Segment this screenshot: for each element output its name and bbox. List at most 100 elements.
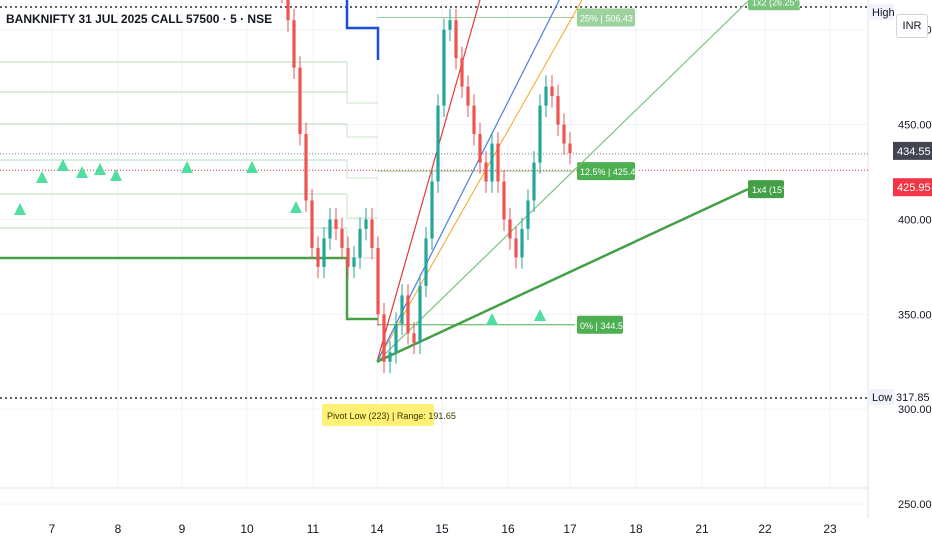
candle-body — [316, 247, 320, 267]
candle-body — [340, 228, 344, 248]
fan-label-box — [748, 180, 784, 199]
fan-line — [376, 0, 749, 363]
candle-body — [532, 162, 536, 201]
level-label-box — [577, 162, 635, 181]
candle-body — [484, 162, 488, 182]
level-label-box — [577, 315, 623, 334]
candle-body — [358, 228, 362, 258]
signal-triangle — [57, 159, 69, 171]
candle-body — [538, 105, 542, 163]
x-tick-label: 18 — [629, 522, 643, 536]
currency-button[interactable]: INR — [896, 14, 928, 38]
high-tag: High — [872, 7, 895, 19]
x-tick-label: 23 — [823, 522, 837, 536]
candle-body — [424, 238, 428, 286]
x-tick-label: 15 — [435, 522, 449, 536]
candle-body — [400, 295, 404, 324]
signal-triangle — [14, 203, 26, 215]
historic-level-step — [346, 62, 378, 104]
candle-body — [310, 200, 314, 248]
low-tag: Low — [872, 392, 892, 404]
x-tick-label: 16 — [501, 522, 515, 536]
candle-body — [334, 219, 338, 229]
candle-body — [460, 58, 464, 87]
ray-steep-red — [376, 0, 481, 362]
candle-body — [328, 219, 332, 239]
y-tick-label: 400.00 — [898, 214, 932, 226]
candle-body — [514, 238, 518, 258]
main-support-level — [0, 256, 378, 321]
x-tick-label: 10 — [240, 522, 254, 536]
candle-body — [322, 238, 326, 267]
x-tick-label: 11 — [307, 522, 320, 536]
y-tick-label: 250.00 — [898, 499, 932, 511]
x-tick-label: 17 — [563, 522, 577, 536]
x-tick-label: 7 — [49, 522, 56, 536]
candle-body — [394, 323, 398, 353]
chart-title: BANKNIFTY 31 JUL 2025 CALL 57500 · 5 · N… — [6, 12, 273, 26]
high-tag-box — [868, 4, 894, 20]
candle-body — [550, 86, 554, 97]
x-tick-label: 22 — [758, 522, 772, 536]
critical-level-step — [345, 0, 380, 60]
candle-body — [418, 285, 422, 343]
candle-body — [430, 181, 434, 239]
candle-body — [466, 86, 470, 106]
candle-body — [490, 143, 494, 182]
ray-orange — [376, 0, 583, 363]
candle-body — [448, 20, 452, 30]
signal-triangle — [76, 166, 88, 178]
price-label: 434.55 — [897, 146, 931, 158]
candle-body — [508, 219, 512, 239]
price-label-box — [893, 141, 932, 160]
level-label-box — [577, 8, 635, 27]
signal-triangle — [486, 313, 498, 325]
candle-body — [502, 181, 506, 220]
candle-body — [382, 314, 386, 362]
candle-body — [454, 20, 458, 59]
price-label: 425.95 — [897, 182, 931, 194]
candle-body — [520, 228, 524, 258]
x-tick-label: 14 — [370, 522, 384, 536]
low-value: 317.85 — [896, 392, 930, 404]
candle-body — [496, 143, 500, 182]
x-tick-label: 8 — [115, 522, 122, 536]
signal-triangle — [290, 201, 302, 213]
historic-level-step — [346, 194, 378, 219]
signal-triangle — [246, 161, 258, 173]
candle-body — [412, 333, 416, 343]
historic-level-step — [346, 124, 378, 138]
signal-triangle — [94, 163, 106, 175]
candle-body — [568, 143, 572, 154]
low-tag-box — [868, 389, 894, 405]
candle-body — [286, 0, 290, 21]
price-label-box — [893, 178, 932, 197]
y-tick-label: 350.00 — [898, 309, 932, 321]
y-tick-label: 300.00 — [898, 404, 932, 416]
fan-label-box — [748, 0, 800, 11]
candle-body — [346, 247, 350, 267]
level-label: 0% | 344.5 — [580, 321, 623, 331]
x-tick-label: 9 — [179, 522, 186, 536]
candle-body — [376, 247, 380, 315]
candle-body — [370, 219, 374, 248]
candle-body — [298, 67, 302, 135]
candle-body — [304, 134, 308, 201]
x-tick-label: 21 — [695, 522, 709, 536]
level-label: 25% | 506.43 — [580, 13, 633, 23]
signal-triangle — [534, 309, 546, 321]
candle-body — [478, 134, 482, 163]
fan-line — [376, 187, 749, 363]
fan-label: 1x4 (15°) — [752, 185, 789, 195]
signal-triangle — [36, 171, 48, 183]
level-label: 12.5% | 425.46 — [580, 167, 640, 177]
candle-body — [292, 20, 296, 68]
candle-body — [562, 124, 566, 144]
candle-body — [544, 86, 548, 106]
historic-level-step — [346, 160, 378, 179]
candle-body — [556, 96, 560, 125]
candle-body — [406, 295, 410, 334]
fan-label: 1x2 (26.25°) — [752, 0, 801, 7]
